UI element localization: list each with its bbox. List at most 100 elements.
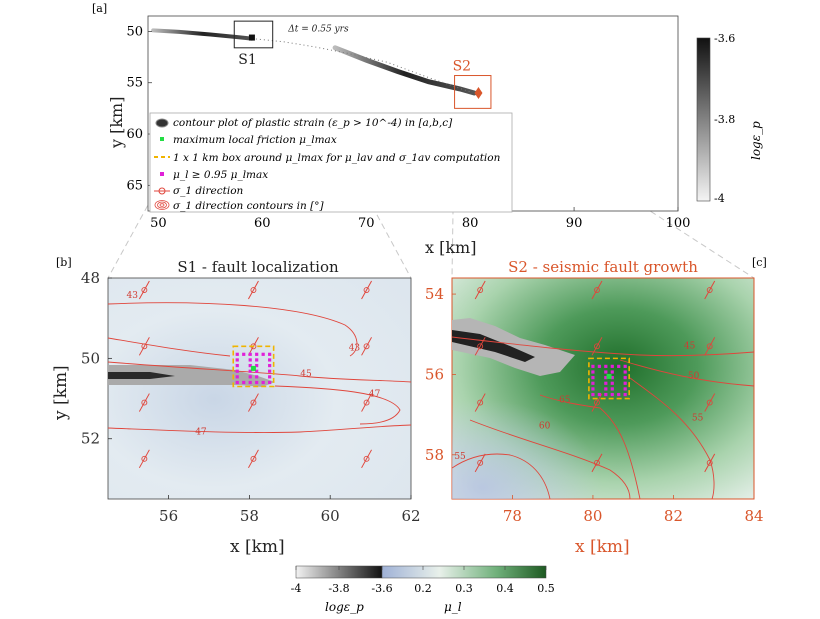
x-tick-label: 84 xyxy=(744,507,763,525)
sigma-line xyxy=(138,280,150,300)
sigma-circle xyxy=(477,399,484,406)
colorbar-bottom: -4 -3.8 -3.6 0.2 0.3 0.4 0.5 logε_p μ_l xyxy=(291,565,555,614)
colorbar-right: -3.6 -3.8 -4 logε_p xyxy=(696,32,763,205)
magenta-point xyxy=(255,363,259,368)
panel-c-contour-65 xyxy=(539,394,641,499)
magenta-point xyxy=(617,364,621,368)
y-tick-label: 52 xyxy=(81,430,100,448)
sigma-circle xyxy=(363,455,370,462)
panel-c-xlabel: x [km] xyxy=(575,537,630,557)
y-tick-label: 50 xyxy=(81,349,100,367)
magenta-point xyxy=(248,380,252,385)
panel-b-contour-47a xyxy=(274,385,401,425)
magenta-point xyxy=(597,392,601,397)
panel-c-fault-dark xyxy=(452,330,535,362)
magenta-point xyxy=(255,358,259,362)
colorbar-tick-mid: -3.8 xyxy=(714,113,735,126)
contour-label: 65 xyxy=(559,396,571,406)
legend-item-threshold: μ_l ≥ 0.95 μ_lmax xyxy=(173,169,268,181)
legend-item-box: 1 x 1 km box around μ_lmax for μ_lav and… xyxy=(173,152,501,164)
max-friction-point xyxy=(250,365,256,371)
panel-c-fault-light xyxy=(452,318,575,376)
sigma-circle xyxy=(363,399,370,406)
panel-c-sigma-directions xyxy=(474,280,716,473)
sigma-line xyxy=(361,449,372,469)
magenta-point xyxy=(591,364,595,368)
sigma-line xyxy=(474,453,486,473)
magenta-point xyxy=(255,352,259,356)
colorbar-tick-bottom: -4 xyxy=(714,192,725,205)
x-tick-label: 60 xyxy=(321,507,340,525)
legend-item-sigma: σ_1 direction xyxy=(173,185,244,197)
strain-trace-s1 xyxy=(151,28,254,41)
panel-c-lowfriction-patch xyxy=(452,278,754,499)
sigma-line xyxy=(474,393,486,412)
magenta-point xyxy=(248,375,252,379)
legend-item-contours: σ_1 direction contours in [°] xyxy=(173,200,324,212)
magenta-point xyxy=(242,380,246,385)
contour-label: 43 xyxy=(127,291,139,301)
magenta-point xyxy=(604,376,608,380)
strain-trace-s2 xyxy=(332,45,477,96)
s1-marker xyxy=(248,34,255,41)
sigma-line xyxy=(248,393,259,412)
sigma-circle xyxy=(706,287,713,294)
x-tick-label: 70 xyxy=(358,216,375,231)
magenta-point xyxy=(235,375,239,379)
sigma-line xyxy=(474,280,486,300)
panel-c-contour-55b xyxy=(452,453,551,499)
panel-a-ylabel: y [km] xyxy=(107,97,126,149)
sigma-circle xyxy=(706,343,713,350)
contour-label: 60 xyxy=(539,422,551,432)
legend-item-strain: contour plot of plastic strain (ε_p > 10… xyxy=(173,117,453,129)
sigma-line xyxy=(591,453,603,473)
sigma-circle xyxy=(706,399,713,406)
x-tick-label: 62 xyxy=(401,507,420,525)
magenta-point xyxy=(235,369,239,373)
x-tick-label: 58 xyxy=(240,507,259,525)
x-tick-label: 82 xyxy=(664,507,683,525)
legend-item-max-friction: maximum local friction μ_lmax xyxy=(173,134,337,146)
panel-a-xlabel: x [km] xyxy=(425,238,476,257)
colorbar-bottom-friction-label: μ_l xyxy=(444,600,462,614)
max-friction-point xyxy=(606,373,612,379)
panel-b-fault-dark xyxy=(108,372,175,379)
sigma-line xyxy=(361,280,372,300)
panel-c-title: S2 - seismic fault growth xyxy=(508,258,698,276)
cb-tick-label: 0.4 xyxy=(496,582,514,595)
magenta-point xyxy=(255,369,259,373)
colorbar-tick-top: -3.6 xyxy=(714,32,735,45)
sigma-circle xyxy=(594,287,600,294)
contour-label: 47 xyxy=(369,390,381,400)
s2-label: S2 xyxy=(453,59,472,75)
panel-label-b: [b] xyxy=(56,256,72,269)
contour-label: 45 xyxy=(300,369,312,379)
panel-c-contour-55a xyxy=(629,377,715,499)
magenta-point xyxy=(248,358,252,362)
x-tick-label: 80 xyxy=(583,507,602,525)
panel-c-contour-45 xyxy=(452,336,754,357)
sigma-circle xyxy=(250,287,257,294)
contour-label: 47 xyxy=(195,428,207,438)
magenta-point xyxy=(623,387,627,391)
cb-tick-label: -3.6 xyxy=(371,582,392,595)
panel-c-box xyxy=(588,357,630,400)
magenta-point xyxy=(268,369,272,373)
panel-b-friction-points xyxy=(235,352,272,385)
sigma-circle xyxy=(477,343,484,350)
contour-label: 43 xyxy=(349,343,361,353)
magenta-point xyxy=(623,392,627,397)
cb-tick-label: 0.2 xyxy=(414,582,432,595)
dt-label: Δt = 0.55 yrs xyxy=(287,24,349,34)
magenta-point xyxy=(610,392,614,397)
sigma-line xyxy=(248,280,259,300)
panel-c-contour-50 xyxy=(619,359,754,387)
magenta-point xyxy=(268,380,272,385)
panel-a: S1 S2 Δt = 0.55 yrs 50 60 70 80 90 100 50 55 60 6… xyxy=(107,15,763,257)
y-tick-label: 65 xyxy=(126,178,143,193)
x-tick-label: 60 xyxy=(254,216,271,231)
sigma-line xyxy=(704,453,716,473)
cb-tick-label: 0.3 xyxy=(455,582,473,595)
magenta-point xyxy=(255,375,259,379)
